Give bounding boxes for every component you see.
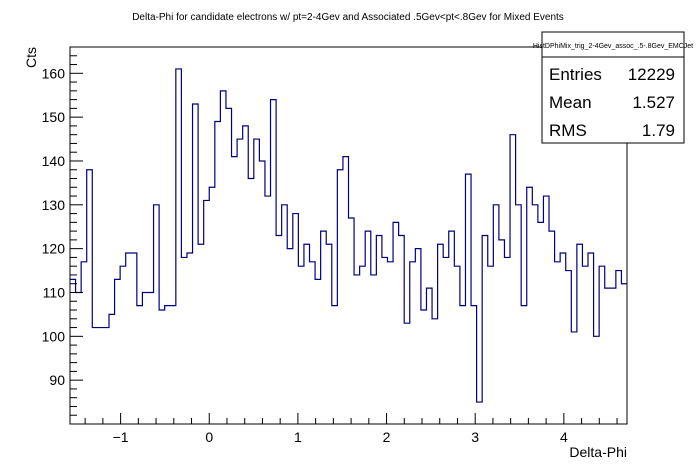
stats-rms-value: 1.79 <box>642 121 675 140</box>
chart-title: Delta-Phi for candidate electrons w/ pt=… <box>132 12 564 23</box>
stats-mean-value: 1.527 <box>632 93 675 112</box>
x-axis-ticks: −1 0 1 2 3 4 <box>84 413 618 445</box>
histogram-series-line <box>70 68 627 403</box>
y-axis-ticks: 90 100 110 120 130 140 150 160 <box>42 46 83 425</box>
stats-entries-value: 12229 <box>628 65 675 84</box>
stats-rms-label: RMS <box>549 121 587 140</box>
y-tick-label: 140 <box>42 153 66 169</box>
y-tick-label: 150 <box>42 109 66 125</box>
y-tick-label: 90 <box>49 372 65 388</box>
stats-entries-label: Entries <box>549 65 602 84</box>
x-tick-label: 3 <box>471 429 479 445</box>
y-tick-label: 100 <box>42 328 66 344</box>
plot-frame <box>69 46 628 425</box>
y-tick-label: 120 <box>42 241 66 257</box>
stats-mean-label: Mean <box>549 93 592 112</box>
stats-box: HistDPhiMix_trig_2-4Gev_assoc_.5-.8Gev_E… <box>533 31 693 144</box>
x-tick-label: 1 <box>294 429 302 445</box>
y-tick-label: 160 <box>42 65 66 81</box>
x-tick-label: 2 <box>383 429 391 445</box>
x-tick-label: 4 <box>560 429 568 445</box>
x-tick-label: 0 <box>205 429 213 445</box>
y-tick-label: 110 <box>43 284 66 300</box>
stats-histogram-name: HistDPhiMix_trig_2-4Gev_assoc_.5-.8Gev_E… <box>533 43 693 50</box>
stats-box-border <box>541 31 685 144</box>
y-tick-label: 130 <box>42 197 66 213</box>
x-tick-label: −1 <box>113 429 129 445</box>
x-axis-label: Delta-Phi <box>569 444 627 460</box>
y-axis-label: Cts <box>23 47 39 68</box>
